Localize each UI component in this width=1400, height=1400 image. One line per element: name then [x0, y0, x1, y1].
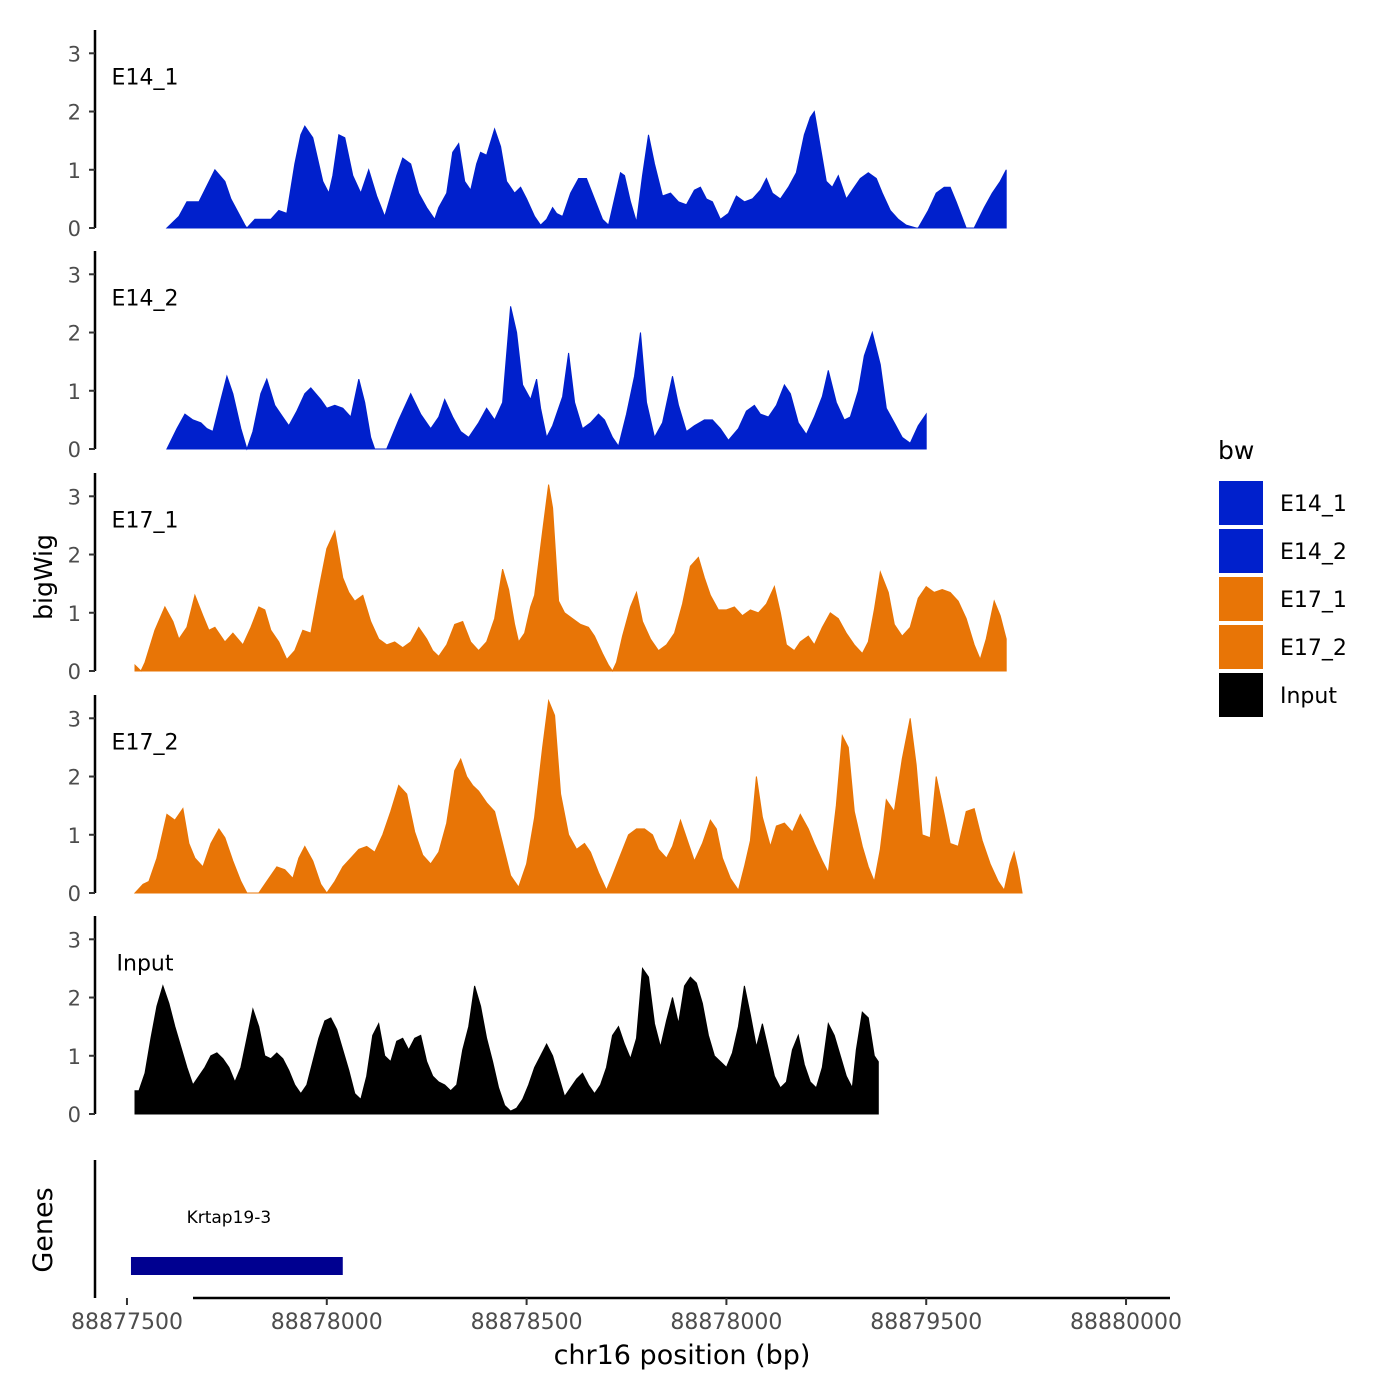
y-tick-label: 2 — [68, 322, 81, 346]
track-label: Input — [117, 952, 174, 977]
x-tick-label: 88879500 — [870, 1310, 982, 1335]
y-tick-label: 1 — [68, 824, 81, 848]
x-tick-label: 88877500 — [71, 1310, 183, 1335]
y-tick-label: 3 — [68, 928, 81, 952]
legend-swatch — [1217, 527, 1265, 575]
y-tick-label: 3 — [68, 707, 81, 731]
y-tick-label: 1 — [68, 380, 81, 404]
x-tick-label: 88880000 — [1070, 1310, 1182, 1335]
x-tick-label: 88878000 — [670, 1310, 782, 1335]
legend-swatch — [1217, 575, 1265, 623]
y-tick-label: 1 — [68, 602, 81, 626]
track-label: E17_1 — [112, 509, 179, 534]
y-tick-label: 3 — [68, 485, 81, 509]
track-E14_2: 0 1 2 3 E14_2 — [68, 251, 927, 462]
y-tick-label: 0 — [68, 438, 81, 462]
series-area-E17_1 — [134, 484, 1007, 673]
track-label: E17_2 — [112, 731, 179, 756]
track-Input: 0 1 2 3 Input — [68, 916, 879, 1127]
x-axis-title: chr16 position (bp) — [554, 1340, 811, 1371]
x-axis: chr16 position (bp) 88877500 88878000 8887… — [71, 1296, 1182, 1371]
y-tick-label: 1 — [68, 1045, 81, 1069]
y-tick-label: 2 — [68, 766, 81, 790]
gene-body — [130, 1257, 343, 1275]
y-tick-label: 3 — [68, 42, 81, 66]
legend-swatch — [1217, 671, 1265, 719]
series-area-E14_2 — [166, 306, 927, 451]
legend-label: E14_1 — [1280, 492, 1347, 517]
genes-panel: Genes Krtap19-3 — [28, 1160, 343, 1298]
x-tick-label: 88878000 — [271, 1310, 383, 1335]
track-E17_2: 0 1 2 3 E17_2 — [68, 695, 1023, 906]
tracks-area: 0 1 2 3 E14_1 0 1 2 3 E14_2 0 1 2 3 E17_1 0 1 2 3 E17_2 0 1 2 3… — [68, 30, 1023, 1127]
x-tick-label: 88878500 — [471, 1310, 583, 1335]
y-tick-label: 1 — [68, 159, 81, 183]
series-area-E17_2 — [133, 698, 1023, 894]
genes-panel-label: Genes — [28, 1187, 59, 1272]
legend-swatch — [1217, 479, 1265, 527]
track-label: E14_2 — [112, 287, 179, 312]
legend: bw E14_1 E14_2 E17_1 E17_2 Input — [1217, 436, 1347, 719]
y-tick-label: 2 — [68, 101, 81, 125]
y-tick-label: 0 — [68, 217, 81, 241]
y-tick-label: 0 — [68, 660, 81, 684]
legend-label: E14_2 — [1280, 540, 1347, 565]
track-E17_1: 0 1 2 3 E17_1 — [68, 473, 1007, 684]
track-E14_1: 0 1 2 3 E14_1 — [68, 30, 1007, 241]
series-area-E14_1 — [165, 110, 1007, 229]
y-tick-label: 2 — [68, 544, 81, 568]
legend-label: E17_1 — [1280, 588, 1347, 613]
legend-title: bw — [1218, 436, 1254, 465]
y-axis-title: bigWig — [29, 534, 58, 620]
legend-label: Input — [1280, 684, 1337, 709]
y-tick-label: 0 — [68, 882, 81, 906]
series-area-Input — [134, 966, 879, 1115]
y-tick-label: 3 — [68, 263, 81, 287]
y-tick-label: 2 — [68, 987, 81, 1011]
track-label: E14_1 — [112, 66, 179, 91]
y-tick-label: 0 — [68, 1103, 81, 1127]
legend-swatch — [1217, 623, 1265, 671]
gene-label: Krtap19-3 — [187, 1208, 272, 1228]
legend-label: E17_2 — [1280, 636, 1347, 661]
